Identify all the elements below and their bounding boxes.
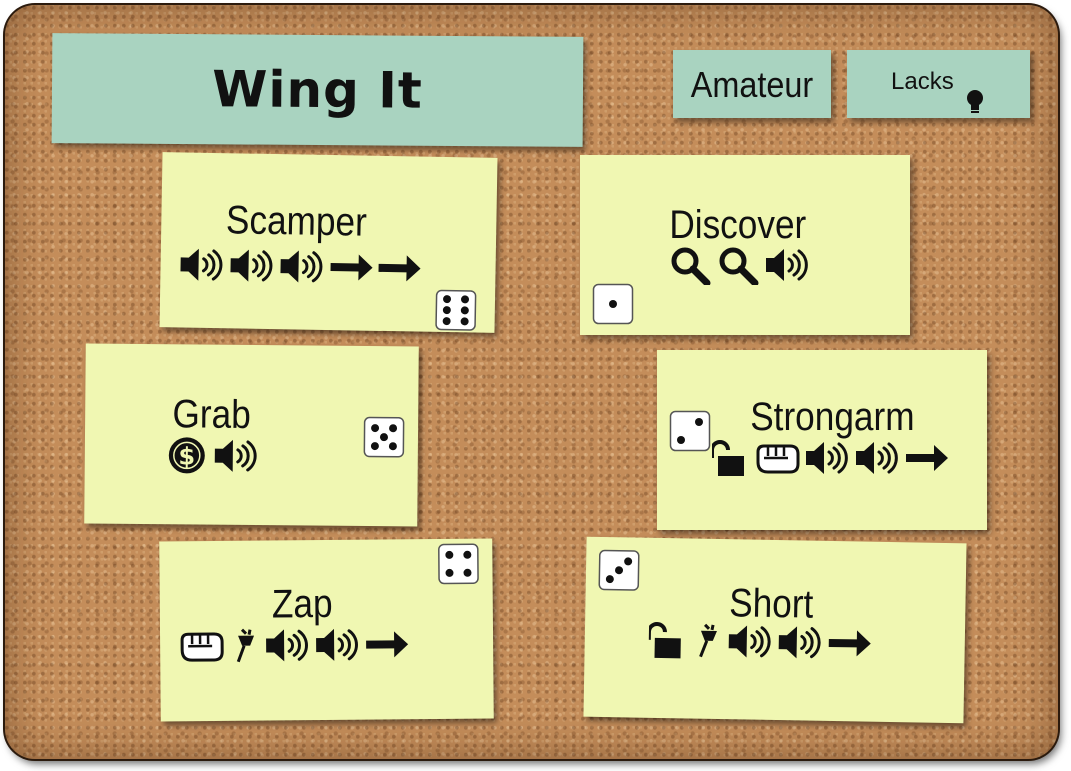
action-card-discover[interactable]: Discover — [580, 155, 910, 335]
move-arrow-icon — [366, 631, 409, 658]
card-name: Scamper — [225, 198, 368, 245]
fist-icon — [756, 444, 800, 474]
search-icon — [719, 247, 759, 285]
die-face-icon — [437, 543, 479, 585]
die-face-icon — [434, 289, 477, 332]
move-arrow-icon — [330, 254, 373, 281]
action-card-short[interactable]: Short — [583, 536, 967, 724]
action-card-scamper[interactable]: Scamper — [159, 152, 498, 333]
lacks-label: Lacks — [891, 68, 954, 95]
die-face-icon — [592, 283, 634, 325]
card-icons — [648, 620, 873, 664]
die-face-icon — [363, 416, 405, 458]
level-label: Amateur — [690, 64, 814, 105]
noise-icon — [266, 629, 308, 662]
lacks-note: Lacks — [847, 50, 1030, 118]
unlock-icon — [712, 440, 744, 476]
noise-icon — [316, 628, 358, 661]
move-arrow-icon — [378, 255, 421, 282]
title-note: Wing It — [51, 33, 584, 147]
fist-icon — [180, 632, 224, 662]
power-plug-icon — [699, 623, 717, 658]
unlock-icon — [648, 622, 681, 659]
page-title: Wing It — [212, 60, 423, 120]
noise-icon — [778, 626, 821, 659]
noise-icon — [230, 249, 273, 282]
action-card-strongarm[interactable]: Strongarm — [657, 350, 987, 530]
noise-icon — [728, 625, 771, 658]
svg-text:$: $ — [178, 442, 195, 470]
card-name: Zap — [271, 581, 333, 627]
noise-icon — [856, 442, 898, 474]
noise-icon — [180, 248, 223, 281]
action-card-zap[interactable]: Zap — [159, 538, 494, 722]
action-card-grab[interactable]: Grab $ — [84, 343, 419, 527]
move-arrow-icon — [828, 630, 871, 657]
level-note: Amateur — [673, 50, 831, 118]
move-arrow-icon — [906, 445, 948, 471]
card-icons — [668, 245, 812, 285]
noise-icon — [766, 249, 808, 281]
card-icons — [712, 438, 950, 478]
die-face-icon — [598, 549, 641, 592]
noise-icon — [280, 250, 323, 283]
card-name: Strongarm — [750, 395, 915, 439]
card-name: Grab — [172, 392, 251, 437]
card-icons: $ — [165, 435, 261, 476]
noise-icon — [806, 442, 848, 474]
card-name: Discover — [669, 203, 807, 247]
lightbulb-icon — [967, 90, 983, 113]
search-icon — [671, 247, 711, 285]
die-face-icon — [669, 410, 711, 452]
card-icons — [178, 624, 410, 666]
card-icons — [178, 244, 423, 288]
noise-icon — [214, 439, 257, 472]
corkboard: Wing It Amateur Lacks Scamper Discover G… — [5, 5, 1058, 759]
power-plug-icon — [236, 628, 255, 663]
loot-coin-icon: $ — [168, 437, 205, 474]
